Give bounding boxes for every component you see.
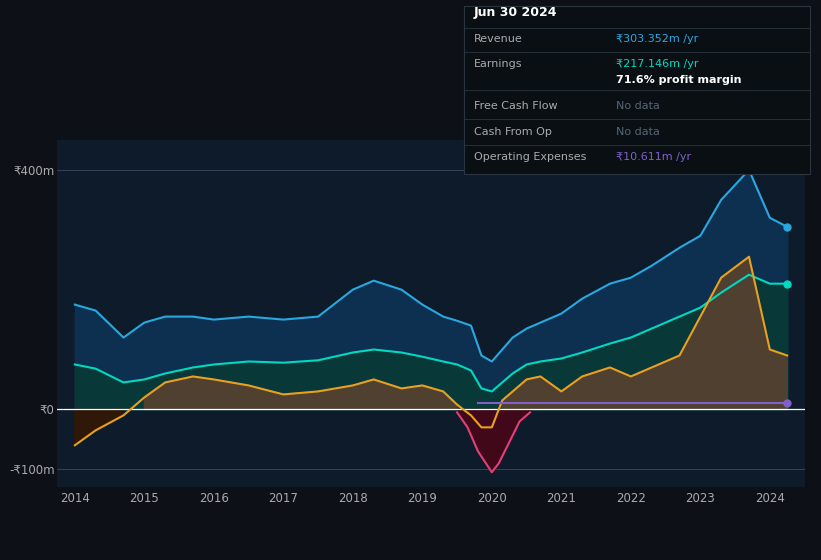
Text: ₹303.352m /yr: ₹303.352m /yr — [616, 34, 698, 44]
Text: No data: No data — [616, 127, 659, 137]
Text: No data: No data — [616, 101, 659, 111]
Text: 71.6% profit margin: 71.6% profit margin — [616, 75, 741, 85]
Text: ₹217.146m /yr: ₹217.146m /yr — [616, 59, 698, 69]
Text: ₹10.611m /yr: ₹10.611m /yr — [616, 152, 691, 162]
Text: Revenue: Revenue — [474, 34, 522, 44]
Text: Earnings: Earnings — [474, 59, 522, 69]
Text: Jun 30 2024: Jun 30 2024 — [474, 6, 557, 18]
Text: Cash From Op: Cash From Op — [474, 127, 552, 137]
Text: Free Cash Flow: Free Cash Flow — [474, 101, 557, 111]
Text: Operating Expenses: Operating Expenses — [474, 152, 586, 162]
